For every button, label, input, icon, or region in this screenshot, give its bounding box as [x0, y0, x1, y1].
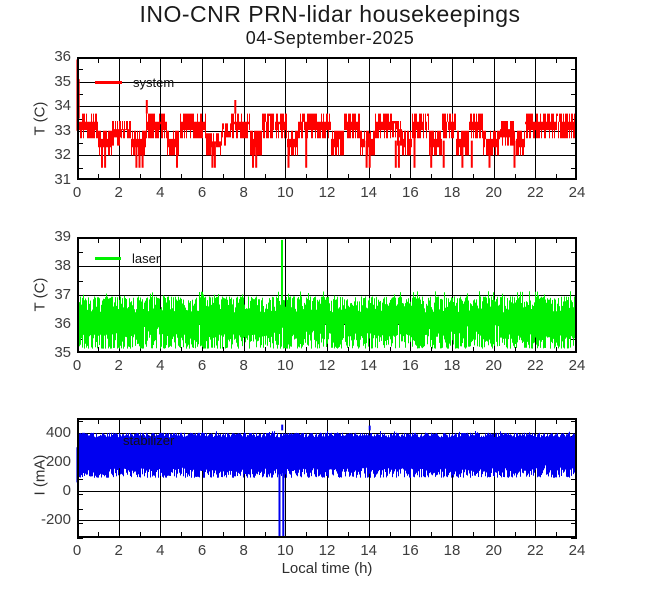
x-tick-label: 22	[526, 542, 544, 559]
x-tick-label: 6	[197, 184, 207, 201]
x-tick-label: 22	[526, 357, 544, 374]
x-tick-label: 14	[360, 357, 377, 374]
y-tick-label: -200	[40, 511, 71, 529]
x-tick-label: 4	[156, 542, 165, 559]
x-tick-label: 16	[401, 542, 419, 559]
x-tick-label: 6	[197, 357, 207, 374]
x-tick-label: 18	[443, 184, 461, 201]
x-tick-label: 0	[72, 357, 82, 374]
x-tick-label: 10	[276, 357, 294, 374]
x-tick-label: 18	[443, 357, 461, 374]
x-tick-label: 2	[114, 357, 123, 374]
legend-laser: laser	[95, 251, 160, 266]
x-tick-label: 0	[72, 184, 82, 201]
x-tick-label: 18	[443, 542, 461, 559]
y-tick-label: 35	[54, 72, 71, 90]
plot-stabilizer-current: stabilizer	[76, 418, 577, 539]
x-tick-label: 2	[114, 184, 123, 201]
y-tick-label: 34	[54, 97, 71, 115]
y-tick-label: 32	[54, 146, 71, 164]
x-tick-label: 10	[276, 184, 294, 201]
y-tick-label: 39	[54, 228, 71, 245]
stabilizer-current-plot-area	[76, 418, 577, 539]
x-tick-label: 24	[568, 357, 586, 374]
legend-stabilizer: stabilizer	[95, 433, 174, 448]
x-axis-label: Local time (h)	[281, 560, 373, 577]
x-tick-label: 12	[318, 542, 336, 559]
x-tick-label: 0	[72, 542, 82, 559]
x-tick-label: 14	[360, 184, 377, 201]
x-tick-label: 6	[197, 542, 207, 559]
legend-system: system	[95, 75, 174, 90]
y-tick-label: 35	[54, 344, 71, 361]
y-tick-label: 400	[45, 423, 71, 441]
x-tick-label: 20	[485, 357, 502, 374]
legend-label-system: system	[133, 75, 175, 90]
y-tick-label: 31	[54, 171, 71, 188]
plot-laser-temperature: laser	[77, 237, 577, 353]
x-tick-label: 24	[568, 184, 586, 201]
legend-label-laser: laser	[132, 251, 161, 266]
y-tick-label: 200	[45, 452, 71, 470]
y-tick-label: 38	[54, 257, 71, 274]
system-temperature-plot-area	[76, 57, 577, 180]
x-tick-label: 8	[239, 357, 248, 374]
plot-system-temperature: system	[76, 57, 577, 180]
x-tick-label: 22	[526, 184, 544, 201]
figure-title: INO-CNR PRN-lidar housekeepings	[139, 1, 521, 27]
x-tick-label: 16	[401, 357, 419, 374]
laser-temperature-plot-area	[77, 237, 577, 353]
figure-subtitle: 04-September-2025	[245, 28, 415, 48]
y-tick-label: 0	[62, 482, 71, 500]
x-tick-label: 12	[318, 184, 336, 201]
x-tick-label: 8	[239, 184, 248, 201]
y-tick-label: 36	[54, 48, 71, 65]
x-tick-label: 8	[239, 542, 248, 559]
x-tick-label: 16	[401, 184, 419, 201]
x-tick-label: 10	[276, 542, 294, 559]
x-tick-label: 24	[568, 542, 586, 559]
y-tick-label: 37	[54, 286, 71, 303]
x-tick-label: 4	[156, 357, 165, 374]
x-tick-label: 20	[485, 184, 502, 201]
legend-label-stabilizer: stabilizer	[123, 433, 175, 448]
x-tick-label: 12	[318, 357, 336, 374]
y-tick-label: 33	[54, 121, 71, 139]
x-tick-label: 2	[114, 542, 123, 559]
legend-line-system	[95, 81, 122, 84]
x-tick-label: 20	[485, 542, 502, 559]
legend-line-stabilizer	[95, 439, 112, 442]
legend-line-laser	[95, 257, 121, 260]
x-tick-label: 4	[156, 184, 165, 201]
y-tick-label: 36	[54, 315, 71, 332]
x-tick-label: 14	[360, 542, 377, 559]
